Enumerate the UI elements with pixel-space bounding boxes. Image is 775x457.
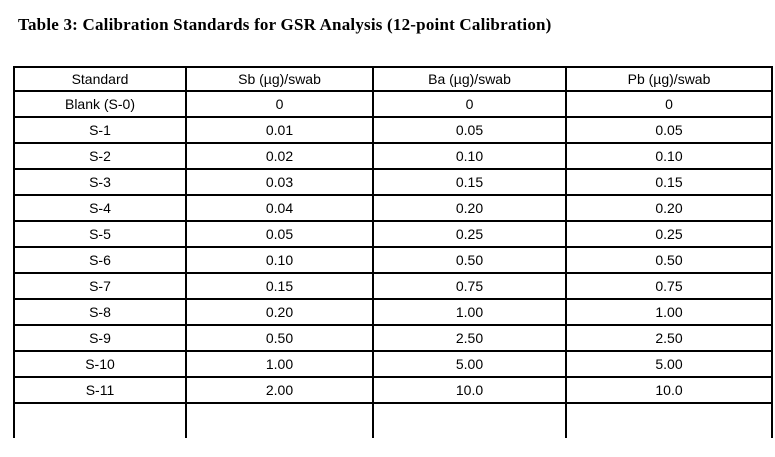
table-cell: 0: [372, 90, 567, 118]
table-cell: 0.25: [372, 220, 567, 248]
header-cell: Pb (µg)/swab: [565, 66, 773, 92]
table-cell: 0.20: [565, 194, 773, 222]
table-cell: 0.10: [372, 142, 567, 170]
document-body: { "title": "Table 3: Calibration Standar…: [0, 14, 775, 457]
header-row: Standard Sb (µg)/swab Ba (µg)/swab Pb (µg)/…: [13, 66, 773, 92]
cropped-cell: [372, 402, 567, 438]
table-cell: S-11: [13, 376, 187, 404]
table-row: S-1 0.01 0.05 0.05: [13, 116, 773, 144]
table-cell: S-8: [13, 298, 187, 326]
table-cell: 0.10: [565, 142, 773, 170]
table-cell: 0.05: [185, 220, 374, 248]
table-cell: 1.00: [372, 298, 567, 326]
table-row: S-2 0.02 0.10 0.10: [13, 142, 773, 170]
cropped-row: [13, 402, 773, 438]
table-cell: 0.10: [185, 246, 374, 274]
table-body: Blank (S-0) 0 0 0 S-1 0.01 0.05 0.05 S-2 0.02 0.10…: [13, 90, 773, 438]
table-cell: 2.00: [185, 376, 374, 404]
table-cell: 0.03: [185, 168, 374, 196]
header-cell: Standard: [13, 66, 187, 92]
table-cell: 1.00: [565, 298, 773, 326]
table-cell: 0.01: [185, 116, 374, 144]
table-caption: Table 3: Calibration Standards for GSR A…: [18, 15, 552, 34]
table-cell: 0.25: [565, 220, 773, 248]
table-row: S-5 0.05 0.25 0.25: [13, 220, 773, 248]
table-cell: 0: [185, 90, 374, 118]
table-cell: 0.05: [372, 116, 567, 144]
table-row: S-7 0.15 0.75 0.75: [13, 272, 773, 300]
table-cell: 5.00: [565, 350, 773, 378]
table-cell: 1.00: [185, 350, 374, 378]
table-cell: S-4: [13, 194, 187, 222]
table-cell: 5.00: [372, 350, 567, 378]
table-cell: S-5: [13, 220, 187, 248]
table-cell: 0.20: [372, 194, 567, 222]
table-cell: 0.50: [185, 324, 374, 352]
table-cell: 0.50: [565, 246, 773, 274]
table-cell: S-9: [13, 324, 187, 352]
table-row: S-11 2.00 10.0 10.0: [13, 376, 773, 404]
cropped-cell: [185, 402, 374, 438]
table-cell: 10.0: [372, 376, 567, 404]
table-cell: 10.0: [565, 376, 773, 404]
cropped-cell: [13, 402, 187, 438]
table-header: Standard Sb (µg)/swab Ba (µg)/swab Pb (µg)/…: [13, 66, 773, 92]
table-row: S-9 0.50 2.50 2.50: [13, 324, 773, 352]
table-cell: 0.50: [372, 246, 567, 274]
table-cell: S-2: [13, 142, 187, 170]
table-cell: 0.02: [185, 142, 374, 170]
document-page: Table 3: Calibration Standards for GSR A…: [0, 14, 775, 457]
table-cell: 0: [565, 90, 773, 118]
header-cell: Sb (µg)/swab: [185, 66, 374, 92]
cropped-cell: [565, 402, 773, 438]
table-cell: S-1: [13, 116, 187, 144]
table-cell: 0.15: [565, 168, 773, 196]
table-cell: S-3: [13, 168, 187, 196]
table-cell: 0.75: [565, 272, 773, 300]
table-row: S-8 0.20 1.00 1.00: [13, 298, 773, 326]
table-cell: 0.04: [185, 194, 374, 222]
table-cell: 2.50: [565, 324, 773, 352]
table-cell: 0.15: [185, 272, 374, 300]
table-row: S-6 0.10 0.50 0.50: [13, 246, 773, 274]
table-cell: S-10: [13, 350, 187, 378]
table-cell: Blank (S-0): [13, 90, 187, 118]
table-row: S-10 1.00 5.00 5.00: [13, 350, 773, 378]
table-cell: 0.05: [565, 116, 773, 144]
table-row: S-4 0.04 0.20 0.20: [13, 194, 773, 222]
table-cell: 0.75: [372, 272, 567, 300]
table-cell: 0.15: [372, 168, 567, 196]
table-cell: 2.50: [372, 324, 567, 352]
table-row: Blank (S-0) 0 0 0: [13, 90, 773, 118]
calibration-standards-table: Standard Sb (µg)/swab Ba (µg)/swab Pb (µg)/…: [13, 66, 773, 438]
table-cell: S-7: [13, 272, 187, 300]
table-row: S-3 0.03 0.15 0.15: [13, 168, 773, 196]
table-cell: 0.20: [185, 298, 374, 326]
table-cell: S-6: [13, 246, 187, 274]
header-cell: Ba (µg)/swab: [372, 66, 567, 92]
